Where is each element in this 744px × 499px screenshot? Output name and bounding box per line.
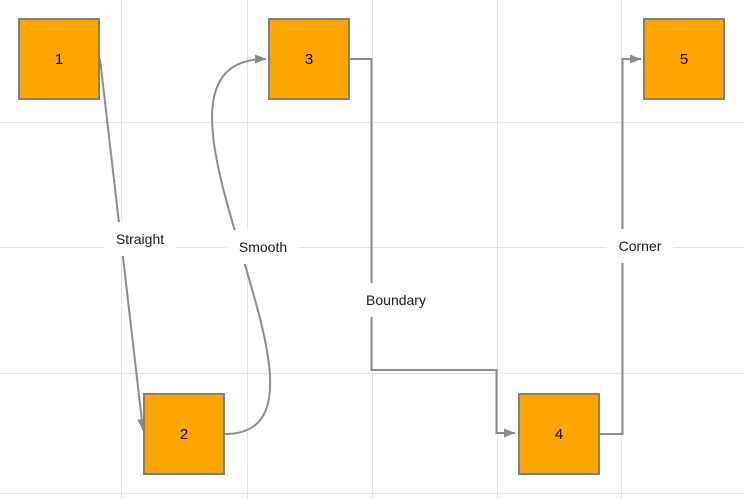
node-1[interactable]: 1 <box>18 18 100 100</box>
link-label-straight: Straight <box>103 222 177 256</box>
node-4-label: 4 <box>554 425 564 443</box>
link-label-smooth: Smooth <box>226 230 300 264</box>
node-2-label: 2 <box>179 425 189 443</box>
node-4[interactable]: 4 <box>518 393 600 475</box>
link-label-boundary: Boundary <box>354 283 438 317</box>
node-3-label: 3 <box>304 50 314 68</box>
node-3[interactable]: 3 <box>268 18 350 100</box>
node-5[interactable]: 5 <box>643 18 725 100</box>
node-2[interactable]: 2 <box>143 393 225 475</box>
link-boundary[interactable] <box>350 58 516 438</box>
node-5-label: 5 <box>679 50 689 68</box>
node-1-label: 1 <box>54 50 64 68</box>
link-label-corner: Corner <box>606 229 674 263</box>
